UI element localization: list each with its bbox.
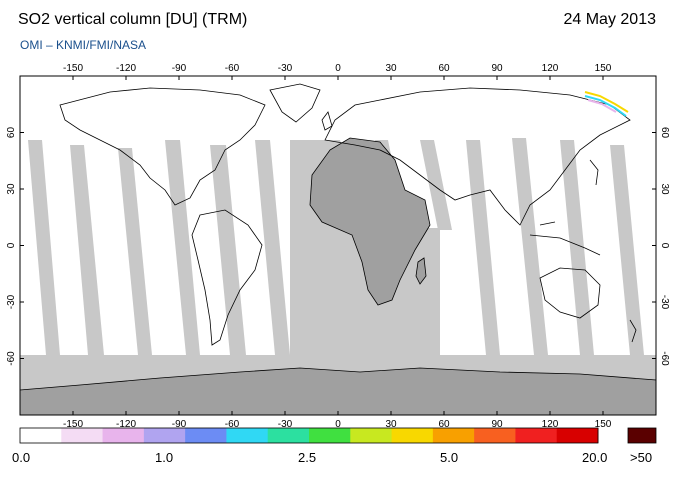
data-credit: OMI – KNMI/FMI/NASA [20, 38, 147, 52]
lon-tick-label-top: -90 [172, 63, 187, 74]
lon-tick-label-top: 150 [595, 63, 612, 74]
lat-tick-label-right: 60 [659, 127, 670, 139]
lon-tick-label-top: -150 [63, 63, 83, 74]
lat-tick-label-right: 30 [659, 183, 670, 195]
lat-tick-label-right: 0 [659, 243, 670, 249]
lon-tick-label-bottom: 0 [335, 419, 341, 430]
gap-swath [118, 148, 152, 355]
color-bar-segment [309, 428, 351, 443]
color-bar-overflow [627, 427, 657, 444]
coastlines [59, 83, 637, 346]
lon-tick-label-bottom: -60 [225, 419, 240, 430]
color-bar-segment [20, 428, 62, 443]
new-zealand-coast [629, 319, 637, 343]
north-america-coast [59, 87, 266, 206]
madagascar-land [415, 257, 427, 285]
latitude-ticks-right: 60 30 0 -30 -60 [652, 127, 670, 366]
greenland-coast [269, 83, 321, 123]
gap-swath [560, 140, 594, 355]
lon-tick-label-bottom: 60 [438, 419, 450, 430]
lon-tick-label-bottom: -90 [172, 419, 187, 430]
gap-swath [512, 138, 548, 355]
color-bar-frame [19, 427, 599, 444]
gap-swath [28, 140, 60, 355]
lat-tick-label-left: -60 [6, 351, 17, 366]
color-bar-segment [515, 428, 558, 443]
africa-land [309, 137, 431, 306]
map-date: 24 May 2013 [563, 11, 656, 28]
gap-swath [610, 145, 644, 355]
lon-tick-label-top: 60 [438, 63, 450, 74]
colorbar-overflow-label: >50 [630, 450, 653, 465]
map-title: SO2 vertical column [DU] (TRM) [18, 11, 248, 28]
lon-tick-label-bottom: 90 [491, 419, 503, 430]
color-bar-segment [185, 428, 227, 443]
lon-tick-label-top: -120 [116, 63, 136, 74]
color-bar-segment [556, 428, 599, 443]
australia-coast [539, 267, 601, 319]
color-bar-segment [350, 428, 393, 443]
lat-tick-label-left: 0 [6, 242, 17, 248]
lat-tick-label-right: -60 [659, 351, 670, 366]
colorbar-label-2: 2.5 [298, 450, 317, 465]
latitude-ticks-left: 60 30 0 -30 -60 [6, 127, 24, 366]
se-asia-islands-coast [529, 221, 601, 256]
lon-tick-label-top: 30 [385, 63, 397, 74]
colorbar-label-0: 0.0 [12, 450, 31, 465]
lon-tick-label-bottom: 30 [385, 419, 397, 430]
colorbar-label-3: 5.0 [440, 450, 459, 465]
so2-signal-streak [587, 99, 617, 113]
so2-signal-streak [584, 91, 629, 113]
color-bar-segment [432, 428, 475, 443]
gap-swath [165, 140, 200, 355]
lat-tick-label-left: 30 [6, 183, 17, 195]
color-bar-segment [391, 428, 434, 443]
japan-coast [589, 159, 599, 186]
lon-tick-label-bottom: -120 [116, 419, 136, 430]
so2-signal-streak [584, 95, 627, 117]
color-bar-segment [143, 428, 186, 443]
lon-tick-label-top: -30 [278, 63, 293, 74]
land-masses [19, 137, 657, 416]
lon-tick-label-bottom: -150 [63, 419, 83, 430]
lat-tick-label-left: -30 [6, 294, 17, 309]
lon-tick-label-bottom: 120 [542, 419, 559, 430]
lon-tick-label-top: 0 [335, 63, 341, 74]
uk-coast [321, 111, 333, 131]
colorbar-label-4: 20.0 [582, 450, 608, 465]
colorbar-label-1: 1.0 [155, 450, 174, 465]
lat-tick-label-left: 60 [6, 127, 17, 139]
longitude-ticks-bottom: -150 -120 -90 -60 -30 0 30 60 90 120 150 [63, 411, 612, 430]
color-bar-segment [474, 428, 516, 443]
gap-swath [210, 145, 246, 355]
so2-signal [584, 91, 629, 117]
lon-tick-label-top: 90 [491, 63, 503, 74]
color-bar [19, 427, 599, 444]
eurasia-coast [324, 87, 631, 226]
color-bar-segment [226, 428, 269, 443]
longitude-ticks-top: -150 -120 -90 -60 -30 0 30 60 90 120 150 [63, 63, 612, 80]
gap-swath [255, 140, 290, 355]
lon-tick-label-top: 120 [542, 63, 559, 74]
lon-tick-label-top: -60 [225, 63, 240, 74]
color-bar-segment [61, 428, 104, 443]
lat-tick-label-right: -30 [659, 295, 670, 310]
south-america-coast [191, 209, 263, 346]
color-bar-segment [267, 428, 310, 443]
lon-tick-label-bottom: 150 [595, 419, 612, 430]
gap-swath [420, 140, 452, 230]
gap-swath [70, 145, 104, 355]
lon-tick-label-bottom: -30 [278, 419, 293, 430]
color-bar-segment [102, 428, 145, 443]
map-panel [19, 75, 657, 416]
